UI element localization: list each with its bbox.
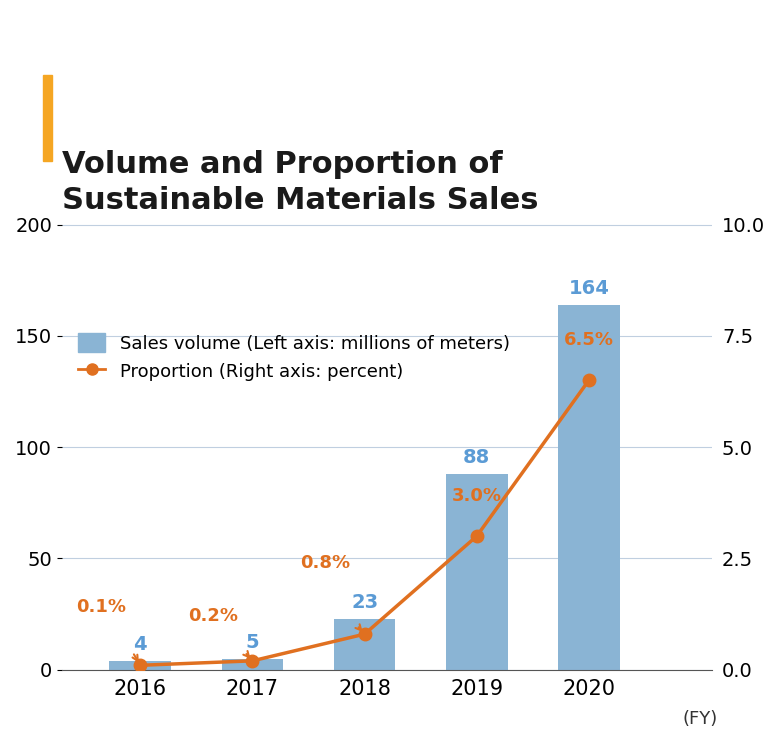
Text: 0.8%: 0.8% (300, 554, 350, 572)
Text: 4: 4 (133, 635, 147, 654)
Text: 3.0%: 3.0% (452, 487, 502, 505)
Text: 164: 164 (569, 279, 609, 298)
Text: 5: 5 (246, 633, 259, 652)
Legend: Sales volume (Left axis: millions of meters), Proportion (Right axis: percent): Sales volume (Left axis: millions of met… (71, 326, 517, 388)
Text: Volume and Proportion of
Sustainable Materials Sales: Volume and Proportion of Sustainable Mat… (62, 150, 539, 215)
Bar (222, 658, 283, 670)
Text: 23: 23 (351, 592, 378, 612)
Bar (334, 619, 395, 670)
Text: 88: 88 (463, 448, 491, 467)
Text: 6.5%: 6.5% (564, 332, 614, 350)
Bar (109, 661, 171, 670)
Text: 0.2%: 0.2% (188, 608, 238, 625)
Bar (558, 304, 619, 670)
Text: 0.1%: 0.1% (76, 598, 126, 616)
Text: (FY): (FY) (682, 710, 718, 728)
Bar (446, 474, 508, 670)
